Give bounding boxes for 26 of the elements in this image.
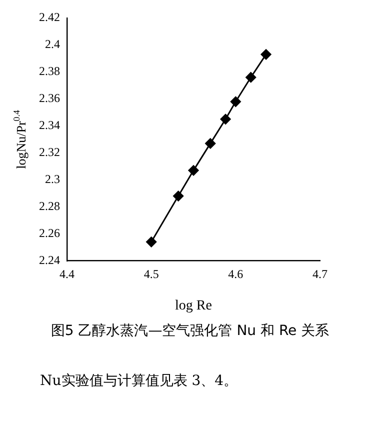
point xyxy=(220,114,231,124)
point xyxy=(188,165,199,176)
caption: 图5 乙醇水蒸汽—空气强化管 Nu 和 Re 关系 xyxy=(50,322,330,340)
y-tick-label: 2.24 xyxy=(39,252,60,267)
y-tick-label: 2.42 xyxy=(39,10,60,24)
point xyxy=(173,190,184,202)
y-tick-label: 2.4 xyxy=(45,37,60,52)
y-tick-label: 2.32 xyxy=(39,145,60,160)
y-axis-title: logNu/Pr0.4 xyxy=(11,109,28,169)
point xyxy=(146,236,157,248)
x-tick-label: 4.5 xyxy=(144,267,159,282)
y-tick-label: 2.34 xyxy=(39,118,60,132)
point xyxy=(246,72,256,83)
x-tick-label: 4.7 xyxy=(312,267,328,282)
point xyxy=(230,96,241,107)
y-tick-label: 2.36 xyxy=(39,91,60,106)
x-tick-label: 4.4 xyxy=(60,267,74,282)
y-tick-label: 2.28 xyxy=(39,199,60,213)
y-tick-label: 2.3 xyxy=(45,172,60,186)
x-axis-title: log Re xyxy=(175,298,212,314)
point xyxy=(205,138,216,149)
x-tick-label: 4.6 xyxy=(228,267,244,282)
y-tick-label: 2.26 xyxy=(39,226,60,240)
point xyxy=(260,49,272,60)
text: Nu实验值与计算值见表 3、4。 xyxy=(40,372,239,390)
y-tick-label: 2.38 xyxy=(39,64,60,78)
